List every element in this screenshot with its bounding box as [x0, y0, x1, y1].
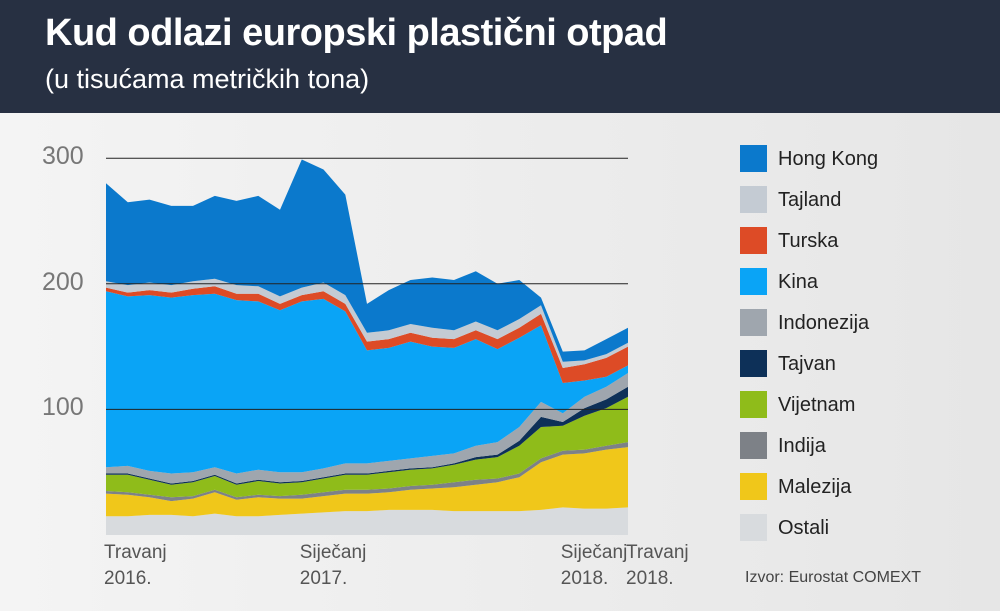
area-series-malezija: [106, 447, 628, 517]
area-series-turska: [106, 286, 628, 383]
gridlines-group: [106, 157, 628, 410]
area-series-indonezija: [106, 373, 628, 484]
header-banner: Kud odlazi europski plastični otpad (u t…: [0, 0, 1000, 113]
x-tick-label: Travanj 2018.: [626, 540, 689, 592]
legend-swatch: [740, 432, 767, 459]
area-series-vijetnam: [106, 396, 628, 498]
area-series-ostali: [106, 507, 628, 535]
legend-swatch: [740, 268, 767, 295]
legend-swatch: [740, 309, 767, 336]
legend-label: Turska: [778, 230, 839, 252]
legend-label: Kina: [778, 271, 819, 293]
y-tick-label: 200: [42, 267, 84, 296]
legend-label: Tajland: [778, 189, 842, 211]
x-tick-label-year: 2018.: [626, 568, 674, 589]
legend-label: Malezija: [778, 476, 852, 498]
x-tick-label: Siječanj 2018.: [561, 540, 628, 592]
y-tick-label: 300: [42, 142, 84, 171]
x-tick-label: Travanj 2016.: [104, 540, 167, 592]
chart-title: Kud odlazi europski plastični otpad: [45, 12, 668, 54]
x-tick-label-year: 2018.: [560, 568, 609, 589]
legend-swatch: [740, 227, 767, 254]
area-series-tajland: [106, 278, 628, 368]
x-tick-label-month: Travanj: [626, 542, 689, 563]
legend-swatch: [740, 350, 767, 377]
area-series-kina: [106, 291, 628, 474]
legend-swatch: [740, 391, 767, 418]
x-tick-label-year: 2016.: [104, 568, 152, 589]
legend-swatch: [740, 186, 767, 213]
area-series-hong-kong: [106, 159, 628, 362]
x-tick-label-month: Siječanj: [299, 542, 367, 563]
area-series-indija: [106, 442, 628, 502]
x-tick-label-year: 2017.: [299, 568, 348, 589]
chart-subtitle: (u tisućama metričkih tona): [45, 64, 370, 94]
legend-swatch: [740, 514, 767, 541]
legend-label: Vijetnam: [778, 394, 856, 416]
x-tick-label-month: Siječanj: [560, 542, 628, 563]
x-tick-label-month: Travanj: [104, 542, 167, 563]
legend-label: Indija: [778, 435, 826, 457]
area-series-group: [106, 159, 628, 535]
legend-swatch: [740, 145, 767, 172]
legend-label: Ostali: [778, 517, 830, 539]
source-note: Izvor: Eurostat COMEXT: [745, 569, 922, 586]
y-tick-label: 100: [42, 393, 84, 422]
x-tick-label: Siječanj 2017.: [300, 540, 367, 592]
legend-label: Tajvan: [778, 353, 836, 375]
legend-swatch: [740, 473, 767, 500]
legend-label: Hong Kong: [778, 148, 879, 170]
legend-label: Indonezija: [778, 312, 870, 334]
